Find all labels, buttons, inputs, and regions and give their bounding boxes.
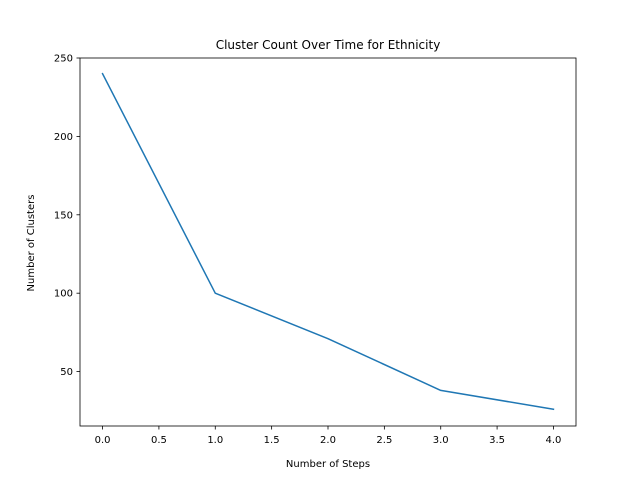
x-tick-label: 3.0 [433,435,449,446]
y-tick-label: 150 [54,210,73,221]
y-tick-label: 100 [54,289,73,300]
x-tick-label: 0.5 [151,435,167,446]
plot-area: 0.0 0.5 1.0 1.5 2.0 2.5 3.0 3.5 4.0 50 100 150 200 25… [54,54,577,446]
x-tick-label: 2.5 [376,435,392,446]
x-tick-label: 1.0 [207,435,223,446]
series-line-0 [101,72,555,411]
y-axis-label: Number of Clusters [26,195,37,292]
x-axis-label: Number of Steps [286,459,370,470]
y-tick-label: 50 [60,367,73,378]
x-tick-label: 3.5 [489,435,505,446]
chart-title: Cluster Count Over Time for Ethnicity [216,38,441,52]
x-tick-label: 4.0 [546,435,562,446]
x-tick-label: 0.0 [95,435,111,446]
x-tick-label: 1.5 [264,435,280,446]
y-tick-label: 250 [54,54,73,65]
x-tick-label: 2.0 [320,435,336,446]
y-tick-label: 200 [54,132,73,143]
